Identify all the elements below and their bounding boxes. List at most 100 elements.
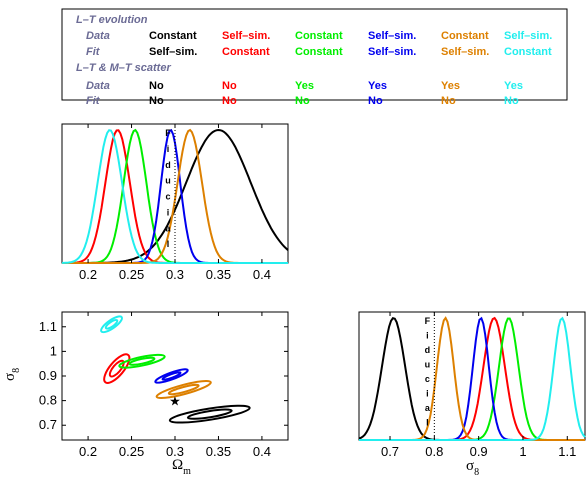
sigma8-xtick-label: 1: [519, 444, 526, 459]
table-cell-sc-fit-blue: No: [368, 95, 383, 107]
contour-xlabel-sub: m: [183, 466, 191, 477]
table-cell-sc-fit-orange: No: [441, 95, 456, 107]
omega-m-marginal-xticks: 0.2 0.25 0.3 0.35 0.4: [79, 124, 271, 282]
table-cell-lt-data-red: Self–sim.: [222, 30, 270, 42]
contour-xtick-label: 0.2: [79, 444, 97, 459]
contour-green-outer: [118, 353, 166, 369]
table-cell-sc-fit-cyan: No: [504, 95, 519, 107]
sigma8-xtick-label: 0.9: [470, 444, 488, 459]
sigma8-xtick-label: 0.7: [381, 444, 399, 459]
omega-m-fiducial-letter: F: [165, 128, 171, 138]
table-cell-sc-data-cyan: Yes: [504, 80, 523, 92]
section-title-scatter: L–T & M–T scatter: [76, 62, 171, 74]
sigma8-marginal-curves: [358, 316, 586, 441]
legend-table: L–T evolution Data Fit L–T & M–T scatter…: [61, 8, 568, 107]
omega-m-fiducial-letter: i: [167, 207, 170, 217]
contour-ytick-label: 0.9: [39, 368, 57, 383]
table-cell-lt-data-cyan: Self–sim.: [504, 30, 552, 42]
omega-m-xtick-label: 0.4: [253, 267, 271, 282]
fiducial-star-marker: ★: [169, 394, 181, 409]
fiducial-star: ★: [169, 394, 181, 409]
row-label-lt-fit: Fit: [86, 46, 101, 58]
table-cell-lt-data-blue: Self–sim.: [368, 30, 416, 42]
sigma8-curve-cyan: [359, 316, 586, 441]
sigma8-marginal-xticks: 0.7 0.8 0.9 1 1.1: [381, 312, 576, 459]
contour-ylabel: σ8: [2, 368, 22, 381]
contour-xtick-label: 0.3: [166, 444, 184, 459]
contour-green-inner: [128, 356, 156, 366]
contour-ytick-label: 0.7: [39, 417, 57, 432]
sigma8-fiducial-letter: u: [425, 360, 431, 370]
table-cell-lt-fit-orange: Self–sim.: [441, 46, 489, 58]
contour-blue-inner: [161, 371, 182, 381]
contour-black-outer: [168, 404, 251, 424]
sigma8-xlabel-main: σ: [466, 458, 474, 474]
table-cell-sc-fit-black: No: [149, 95, 164, 107]
contour-orange-inner: [167, 383, 200, 396]
contour-red-inner: [108, 359, 125, 378]
contour-xtick-label: 0.4: [253, 444, 271, 459]
table-cell-lt-fit-green: Constant: [295, 46, 343, 58]
table-cell-lt-fit-blue: Self–sim.: [368, 46, 416, 58]
contour-cyan-inner: [104, 318, 119, 330]
sigma8-xtick-label: 1.1: [558, 444, 576, 459]
contour-xtick-label: 0.35: [206, 444, 231, 459]
contour-red-outer: [103, 353, 131, 384]
sigma8-fiducial-letter: l: [426, 418, 429, 428]
omega-m-fiducial-letter: a: [165, 223, 171, 233]
sigma8-fiducial-letter: a: [425, 403, 431, 413]
omega-m-xtick-label: 0.2: [79, 267, 97, 282]
section-title-lt-evolution: L–T evolution: [76, 14, 148, 26]
contour-xtick-label: 0.25: [119, 444, 144, 459]
omega-m-fiducial-letter: d: [165, 160, 171, 170]
sigma8-fiducial-letter: F: [425, 316, 431, 326]
sigma8-fiducial-letter: i: [426, 389, 429, 399]
omega-m-xtick-label: 0.35: [206, 267, 231, 282]
contour-black-inner: [186, 408, 233, 420]
table-cell-lt-data-green: Constant: [295, 30, 343, 42]
table-cell-sc-data-blue: Yes: [368, 80, 387, 92]
sigma8-fiducial-letter: d: [425, 345, 431, 355]
contour-xlabel: Ωm: [172, 457, 191, 477]
table-cell-sc-data-red: No: [222, 80, 237, 92]
contour-ticks: 0.2 0.25 0.3 0.35 0.4 0.7 0.8 0.9 1 1.1: [39, 312, 288, 459]
contour-cyan-outer: [100, 315, 123, 334]
table-cell-sc-data-black: No: [149, 80, 164, 92]
legend-table-cells: Constant Self–sim. Constant Self–sim. Consta…: [149, 30, 552, 107]
row-label-lt-data: Data: [86, 30, 110, 42]
sigma8-fiducial-letter: c: [425, 374, 430, 384]
table-cell-lt-fit-black: Self–sim.: [149, 46, 197, 58]
row-label-scatter-data: Data: [86, 80, 110, 92]
omega-m-xtick-label: 0.25: [119, 267, 144, 282]
table-cell-lt-data-black: Constant: [149, 30, 197, 42]
table-cell-lt-data-orange: Constant: [441, 30, 489, 42]
table-cell-sc-fit-green: No: [295, 95, 310, 107]
omega-m-fiducial-letter: l: [167, 239, 170, 249]
table-cell-sc-data-orange: Yes: [441, 80, 460, 92]
table-cell-lt-fit-red: Constant: [222, 46, 270, 58]
contour-ytick-label: 1.1: [39, 319, 57, 334]
row-label-scatter-fit: Fit: [86, 95, 101, 107]
contour-ytick-label: 0.8: [39, 393, 57, 408]
omega-m-fiducial-letter: i: [167, 144, 170, 154]
contour-ylabel-main: σ: [2, 373, 18, 381]
contour-blue-outer: [154, 368, 189, 384]
contour-ylabel-sub: 8: [11, 368, 22, 373]
legend-table-frame: [61, 8, 568, 101]
contour-ellipses: [100, 315, 251, 424]
omega-m-fiducial-letter: u: [165, 176, 171, 186]
sigma8-xlabel-sub: 8: [474, 467, 479, 478]
contour-ytick-label: 1: [50, 343, 57, 358]
sigma8-xtick-label: 0.8: [425, 444, 443, 459]
omega-m-xtick-label: 0.3: [166, 267, 184, 282]
contour-xlabel-main: Ω: [172, 457, 183, 473]
table-cell-sc-data-green: Yes: [295, 80, 314, 92]
sigma8-fiducial-letter: i: [426, 331, 429, 341]
table-cell-lt-fit-cyan: Constant: [504, 46, 552, 58]
contour-orange-outer: [155, 380, 212, 400]
sigma8-xlabel: σ8: [466, 458, 479, 478]
contour-panel: ★ 0.2 0.25 0.3 0.35 0.4 0.7 0.8 0.9 1 1.1 Ωm σ8: [2, 311, 289, 477]
